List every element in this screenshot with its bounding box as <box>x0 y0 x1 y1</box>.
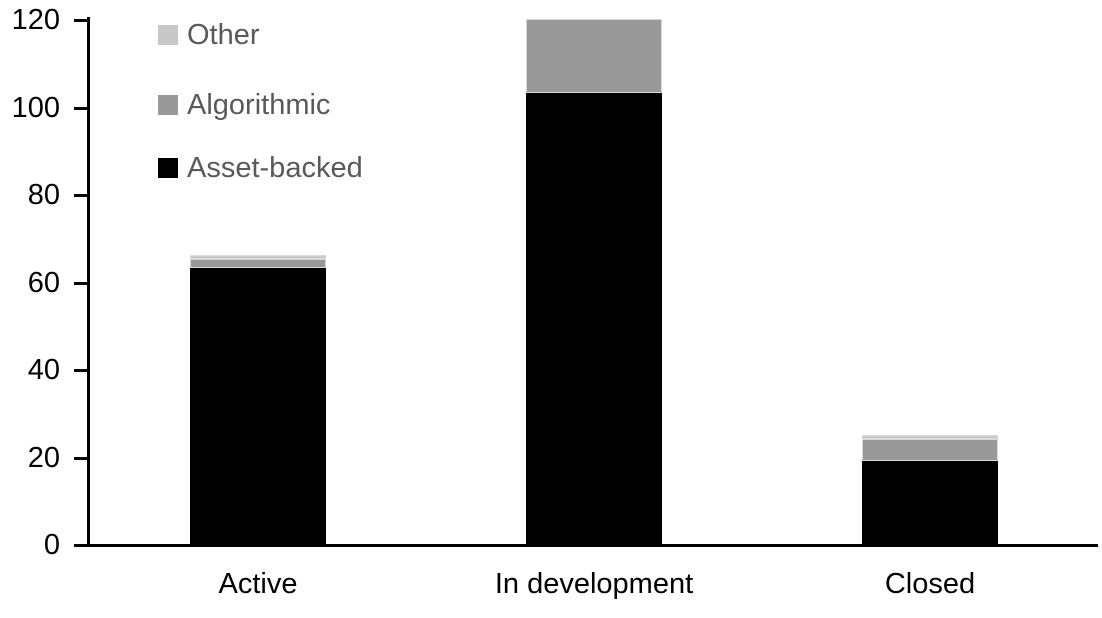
legend-label: Asset-backed <box>187 152 363 184</box>
y-axis-tick <box>74 282 90 285</box>
x-axis-category-label: In development <box>494 568 694 600</box>
legend-label: Algorithmic <box>187 89 331 121</box>
bar-segment-algorithmic <box>526 19 662 93</box>
bar-segment-asset-backed <box>190 268 326 544</box>
x-axis-category-label: Closed <box>884 568 976 600</box>
bar-stack-closed <box>862 0 998 544</box>
legend-swatch-icon <box>158 25 178 45</box>
y-axis-tick <box>74 19 90 22</box>
bar-segment-algorithmic <box>190 259 326 268</box>
legend-item-asset-backed: Asset-backed <box>158 152 363 184</box>
y-axis-tick-label: 20 <box>27 442 60 474</box>
x-axis-category-label: Active <box>218 568 298 600</box>
legend-item-other: Other <box>158 19 260 51</box>
legend-swatch-icon <box>158 158 178 178</box>
bar-stack-in-development <box>526 0 662 544</box>
legend-label: Other <box>187 19 260 51</box>
bar-segment-asset-backed <box>526 93 662 544</box>
y-axis-tick-label: 0 <box>43 529 60 561</box>
y-axis-tick <box>74 544 90 547</box>
y-axis-tick-label: 40 <box>27 354 60 386</box>
x-axis-line <box>76 544 1098 547</box>
y-axis-tick-label: 100 <box>11 92 60 124</box>
bar-segment-other <box>862 435 998 439</box>
y-axis-tick-label: 120 <box>11 4 60 36</box>
y-axis-tick <box>74 369 90 372</box>
bar-segment-algorithmic <box>862 439 998 461</box>
legend-item-algorithmic: Algorithmic <box>158 89 331 121</box>
bar-segment-asset-backed <box>862 461 998 544</box>
bar-segment-other <box>190 255 326 259</box>
y-axis-tick <box>74 107 90 110</box>
legend-swatch-icon <box>158 95 178 115</box>
bar-stack-active <box>190 0 326 544</box>
y-axis-tick-label: 60 <box>27 267 60 299</box>
y-axis-tick <box>74 457 90 460</box>
y-axis-tick-label: 80 <box>27 179 60 211</box>
y-axis-tick <box>74 194 90 197</box>
